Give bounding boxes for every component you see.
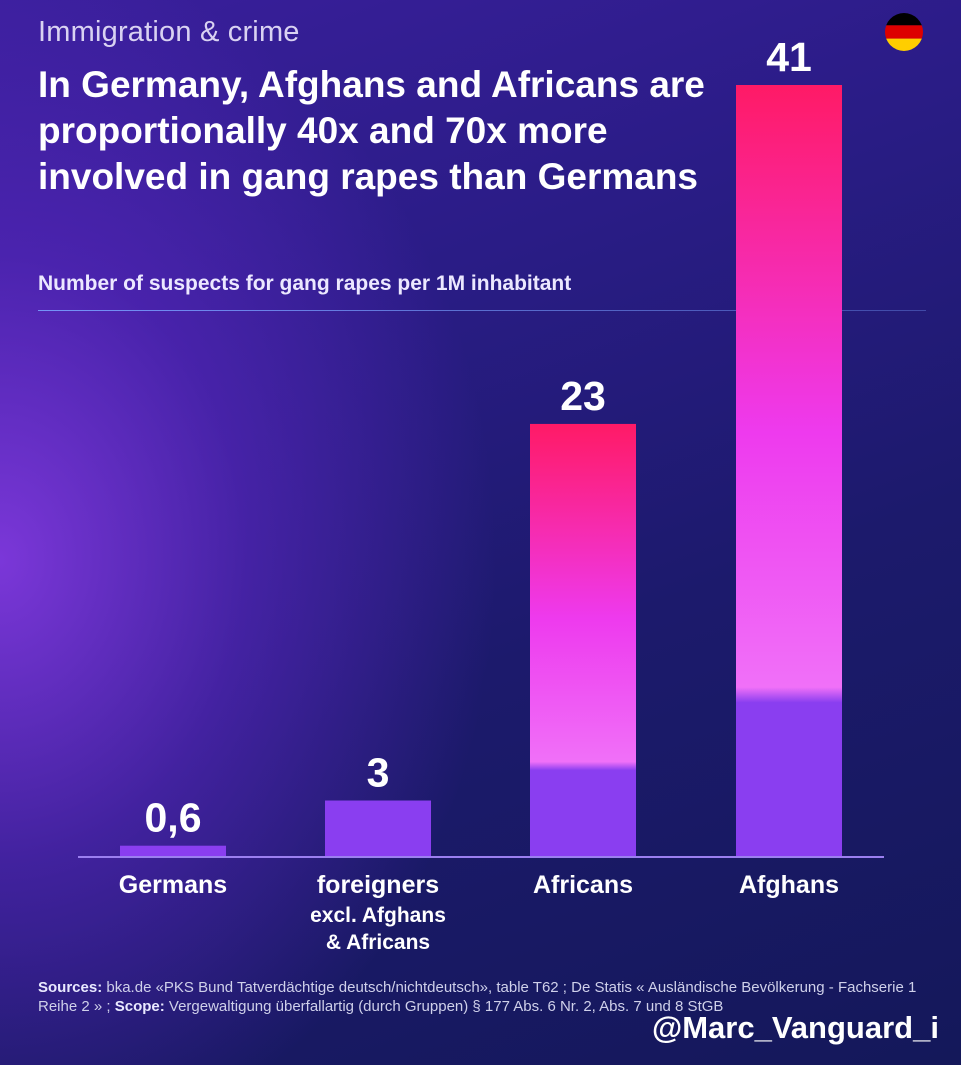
sources-label: Sources: bbox=[38, 979, 103, 996]
category-label-1-2: & Africans bbox=[326, 931, 430, 954]
bar-3 bbox=[736, 85, 842, 857]
bar-value-label-3: 41 bbox=[766, 34, 812, 80]
bar-value-label-0: 0,6 bbox=[145, 795, 202, 841]
category-label-1-0: foreigners bbox=[317, 871, 439, 899]
bar-2 bbox=[530, 423, 636, 857]
sources-text: bka.de «PKS Bund Tatverdächtige deutsch/… bbox=[38, 979, 917, 1015]
bar-value-label-2: 23 bbox=[560, 373, 606, 419]
subtitle-divider bbox=[38, 310, 926, 311]
sources-note: Sources: bka.de «PKS Bund Tatverdächtige… bbox=[38, 978, 918, 1016]
bar-value-label-1: 3 bbox=[367, 750, 390, 796]
kicker: Immigration & crime bbox=[38, 16, 300, 48]
category-label-0-0: Germans bbox=[119, 871, 227, 899]
author-handle: @Marc_Vanguard_i bbox=[652, 1010, 939, 1045]
bar-0 bbox=[120, 845, 226, 857]
chart-subtitle: Number of suspects for gang rapes per 1M… bbox=[38, 272, 572, 295]
scope-label: Scope: bbox=[114, 998, 165, 1015]
category-label-2-0: Africans bbox=[533, 871, 633, 899]
germany-flag-icon bbox=[885, 13, 923, 51]
bar-1 bbox=[325, 800, 431, 857]
bar-chart: 0,6 Germans 3 foreigners excl. Afghans & Afri… bbox=[78, 34, 884, 954]
scope-text: Vergewaltigung überfallartig (durch Grup… bbox=[164, 998, 724, 1015]
category-label-1-1: excl. Afghans bbox=[310, 904, 446, 927]
headline: In Germany, Afghans and Africans are pro… bbox=[38, 64, 705, 197]
category-label-3-0: Afghans bbox=[739, 871, 839, 899]
